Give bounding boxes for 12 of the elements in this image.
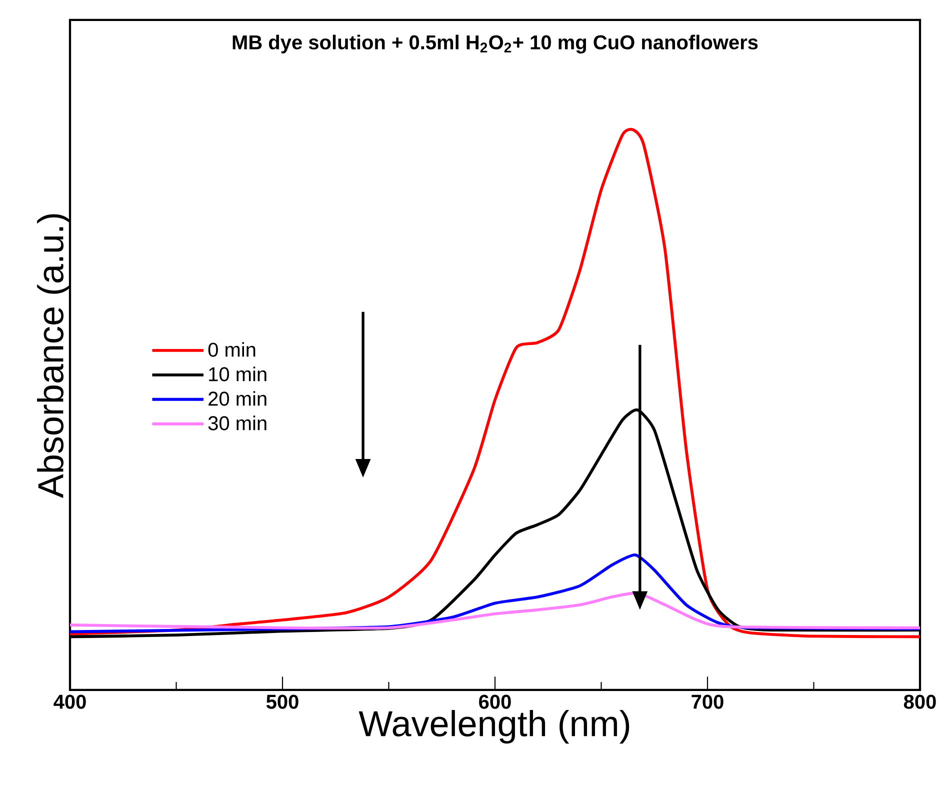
legend-label: 20 min	[208, 391, 266, 406]
x-tick-label: 400	[54, 694, 86, 709]
x-tick-label: 800	[904, 694, 936, 709]
y-axis-title: Absorbance (a.u.)	[37, 214, 71, 498]
chart-title: MB dye solution + 0.5ml H$_{2}$O$_{2}$+ 10 mg CuO nanoflowers	[232, 34, 758, 54]
x-tick-label: 600	[479, 694, 511, 709]
x-tick-label: 700	[692, 694, 724, 709]
legend-label: 10 min	[209, 366, 266, 382]
legend-label: 0 min	[208, 342, 256, 357]
x-axis-title: Wavelength (nm)	[358, 710, 630, 744]
legend-label: 30 min	[208, 416, 266, 430]
x-tick-label: 500	[266, 694, 298, 709]
